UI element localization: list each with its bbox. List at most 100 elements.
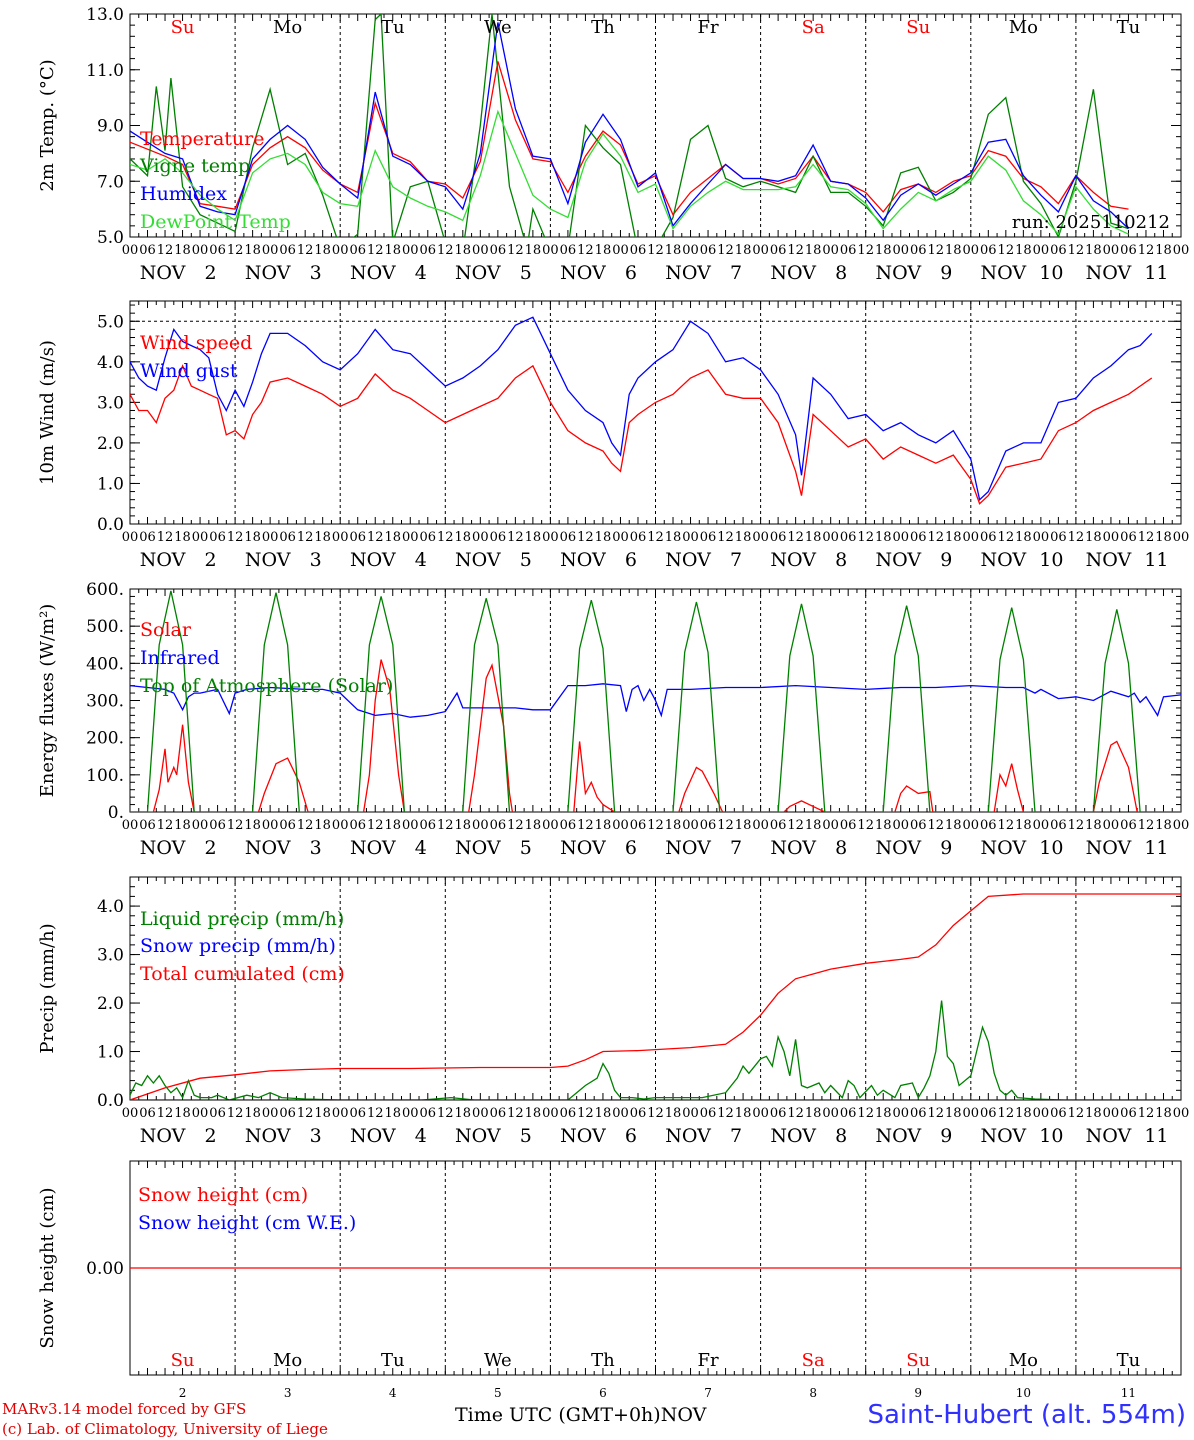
- hour-label: 18: [945, 530, 962, 545]
- hour-label: 12: [227, 818, 244, 833]
- hour-label: 18: [735, 530, 752, 545]
- date-day-label: 9: [940, 837, 952, 859]
- date-month-label: NOV: [1086, 1125, 1132, 1147]
- hour-label: 06: [139, 530, 156, 545]
- hour-label: 12: [787, 530, 804, 545]
- date-month-label: NOV: [560, 262, 606, 284]
- hour-label: 00: [892, 243, 909, 258]
- hour-label: 18: [455, 243, 472, 258]
- energy-ytick-label: 100.: [86, 766, 124, 786]
- wind-ytick-label: 1.0: [97, 474, 124, 494]
- hour-label: 12: [437, 243, 454, 258]
- hour-label: 12: [367, 1106, 384, 1121]
- hour-label: 00: [402, 818, 419, 833]
- hour-label: 18: [1155, 818, 1172, 833]
- hour-label: 18: [314, 818, 331, 833]
- hour-label: 18: [1085, 530, 1102, 545]
- date-month-label: NOV: [455, 262, 501, 284]
- date-month-label: NOV: [875, 549, 921, 571]
- date-day-label: 4: [415, 549, 427, 571]
- precip-panel: 0.0 1.0 2.0 3.0 4.0 Precip (mm/h) Liquid preci…: [37, 876, 1189, 1147]
- hour-label: 12: [787, 818, 804, 833]
- hour-label: 06: [1050, 243, 1067, 258]
- date-day-label: 2: [205, 1125, 217, 1147]
- date-day-label: 7: [730, 549, 742, 571]
- day-name-top: Tu: [381, 17, 405, 38]
- date-day-label: 9: [940, 1125, 952, 1147]
- date-month-label: NOV: [665, 1125, 711, 1147]
- hour-label: 00: [262, 818, 279, 833]
- wind-ytick-label: 0.0: [97, 515, 124, 535]
- hour-label: 12: [367, 530, 384, 545]
- hour-label: 00: [402, 1106, 419, 1121]
- wind-series-wind-gust: [130, 316, 1153, 501]
- energy-legend-1: Infrared: [140, 647, 220, 669]
- hour-label: 00: [192, 1106, 209, 1121]
- hour-label: 12: [647, 818, 664, 833]
- hour-label: 12: [998, 243, 1015, 258]
- hour-label: 18: [525, 243, 542, 258]
- hour-label: 06: [560, 818, 577, 833]
- hour-label: 00: [402, 243, 419, 258]
- hour-label: 00: [612, 818, 629, 833]
- hour-label: 00: [332, 818, 349, 833]
- temperature-series-humidex: [130, 22, 1129, 230]
- temperature-panel: 5.0 7.0 9.0 11.0 13.0 2m Temp. (°C) Temperatur…: [37, 5, 1189, 284]
- hour-label: 18: [805, 243, 822, 258]
- hour-label: 12: [1068, 530, 1085, 545]
- hour-label: 12: [717, 243, 734, 258]
- snow-ytick-label: 0.00: [86, 1259, 124, 1279]
- hour-label: 06: [560, 243, 577, 258]
- date-day-label: 5: [520, 262, 532, 284]
- hour-label: 06: [980, 243, 997, 258]
- hour-label: 18: [525, 818, 542, 833]
- energy-ytick-label: 0.: [108, 803, 124, 823]
- day-number-bottom: 9: [914, 1386, 922, 1400]
- hour-label: 12: [367, 818, 384, 833]
- date-month-label: NOV: [1086, 262, 1132, 284]
- hour-label: 18: [455, 818, 472, 833]
- hour-label: 18: [875, 818, 892, 833]
- wind-ylabel: 10m Wind (m/s): [37, 340, 58, 485]
- hour-label: 06: [910, 243, 927, 258]
- day-name-bottom: We: [484, 1350, 512, 1371]
- hour-label: 12: [927, 243, 944, 258]
- precip-series-total-cumulated-cm-: [130, 893, 1181, 1100]
- date-day-label: 5: [520, 549, 532, 571]
- energy-series-infrared: [130, 683, 1181, 718]
- date-day-label: 6: [625, 1125, 637, 1147]
- temperature-ytick-label: 5.0: [97, 228, 124, 248]
- hour-label: 12: [437, 1106, 454, 1121]
- temperature-ytick-label: 9.0: [97, 117, 124, 137]
- hour-label: 00: [612, 1106, 629, 1121]
- temperature-legend-3: DewPoint Temp: [140, 211, 291, 233]
- date-month-label: NOV: [455, 549, 501, 571]
- hour-label: 00: [542, 530, 559, 545]
- hour-label: 06: [279, 818, 296, 833]
- day-number-bottom: 2: [179, 1386, 187, 1400]
- station-name: Saint-Hubert (alt. 554m): [867, 1400, 1186, 1430]
- date-day-label: 3: [310, 837, 322, 859]
- date-day-label: 11: [1144, 262, 1168, 284]
- precip-ytick-label: 3.0: [97, 946, 124, 966]
- hour-label: 00: [472, 818, 489, 833]
- hour-label: 06: [840, 1106, 857, 1121]
- hour-label: 18: [665, 530, 682, 545]
- temperature-series-vigne-temp: [130, 14, 1129, 237]
- hour-label: 00: [262, 243, 279, 258]
- day-name-bottom: Mo: [273, 1350, 302, 1371]
- hour-label: 12: [507, 818, 524, 833]
- energy-legend-0: Solar: [140, 619, 192, 641]
- day-name-top: Tu: [1117, 17, 1141, 38]
- day-number-bottom: 4: [389, 1386, 397, 1400]
- hour-label: 06: [420, 1106, 437, 1121]
- hour-label: 06: [209, 818, 226, 833]
- snow-legend-1: Snow height (cm W.E.): [138, 1212, 356, 1234]
- hour-label: 12: [647, 243, 664, 258]
- hour-label: 00: [963, 530, 980, 545]
- hour-label: 18: [665, 243, 682, 258]
- wind-ytick-label: 4.0: [97, 353, 124, 373]
- hour-label: 12: [1138, 243, 1155, 258]
- hour-label: 12: [927, 818, 944, 833]
- hour-label: 00: [612, 530, 629, 545]
